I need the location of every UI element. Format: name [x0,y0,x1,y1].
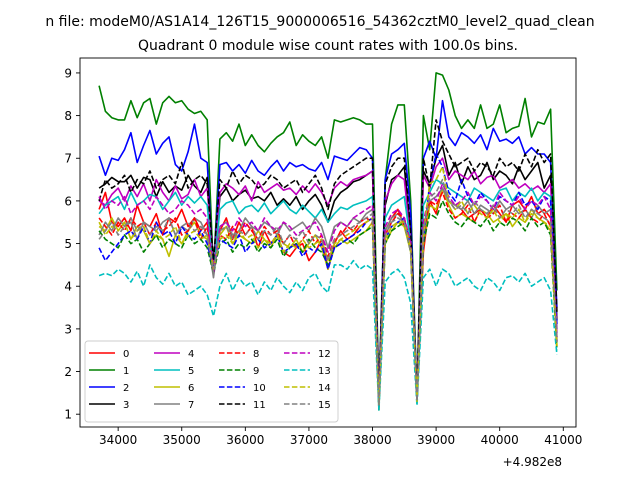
series-line-5 [98,178,558,407]
series-line-1 [98,72,558,398]
legend-label-8: 8 [253,349,259,360]
x-tick-label: 37000 [290,433,328,447]
y-tick-label: 1 [64,408,72,422]
legend-label-3: 3 [123,400,129,411]
y-tick-label: 3 [64,322,72,336]
y-tick-label: 6 [64,194,72,208]
y-tick-label: 2 [64,365,72,379]
legend-label-14: 14 [318,383,331,394]
legend-label-13: 13 [318,366,331,377]
legend-label-5: 5 [188,366,194,377]
legend-label-12: 12 [318,349,331,360]
series-line-14 [98,166,558,407]
x-tick-label: 41000 [544,433,582,447]
axes-frame [79,57,577,428]
legend-label-2: 2 [123,383,129,394]
series-line-2 [98,99,558,403]
chart-title: Quadrant 0 module wise count rates with … [138,38,518,54]
legend-label-0: 0 [123,349,129,360]
series-line-8 [98,191,558,407]
y-tick-label: 9 [64,66,72,80]
y-tick-label: 5 [64,237,72,251]
series-line-11 [98,119,558,403]
x-tick-label: 35000 [163,433,201,447]
legend-label-15: 15 [318,400,331,411]
y-tick-label: 8 [64,109,72,123]
x-tick-label: 36000 [226,433,264,447]
legend-label-6: 6 [188,383,194,394]
series-line-15 [98,178,558,407]
series-line-12 [98,183,558,407]
series-line-13 [98,259,558,411]
series-lines [98,72,558,411]
x-offset-label: +4.982e8 [503,455,562,469]
legend-label-10: 10 [253,383,266,394]
series-line-4 [98,157,558,403]
y-tick-label: 7 [64,152,72,166]
legend-box [84,340,339,423]
y-tick-label: 4 [64,280,72,294]
legend-label-1: 1 [123,366,129,377]
x-tick-label: 39000 [417,433,455,447]
legend-label-11: 11 [253,400,266,411]
x-tick-label: 38000 [353,433,391,447]
plot-area: 34000 35000 36000 37000 38000 39000 40000 41000… [64,57,582,447]
legend-label-9: 9 [253,366,259,377]
legend-label-7: 7 [188,400,194,411]
x-tick-label: 34000 [99,433,137,447]
figure-suptitle: n file: modeM0/AS1A14_126T15_9000006516_… [45,14,594,30]
legend-label-4: 4 [188,349,194,360]
series-line-10 [98,153,558,407]
x-tick-label: 40000 [481,433,519,447]
